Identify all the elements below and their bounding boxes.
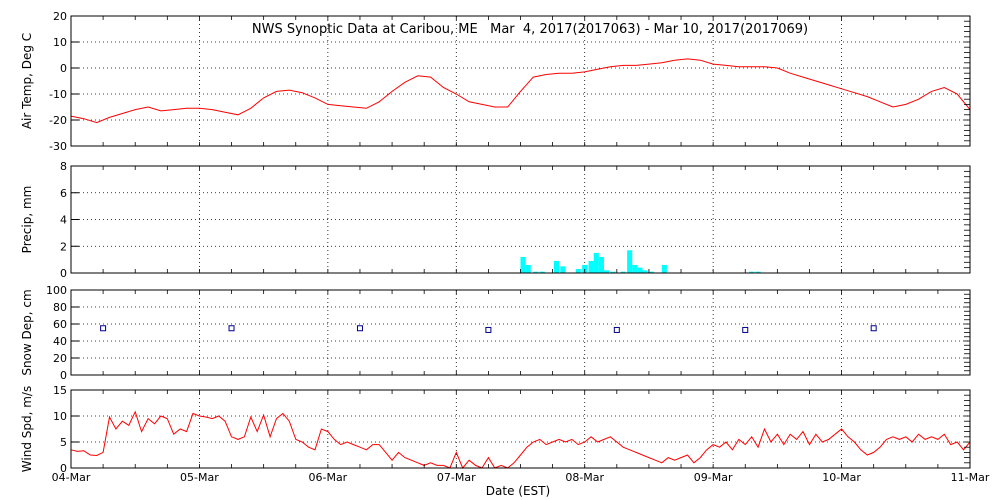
snow_depth-y-tick-label: 80 — [53, 301, 67, 314]
grid-layer — [71, 16, 970, 468]
precip-y-tick-label: 4 — [60, 214, 67, 227]
precip-y-tick-label: 0 — [60, 267, 67, 280]
precip-bar — [533, 271, 539, 273]
precip-bar — [610, 271, 616, 273]
precip-y-tick-label: 6 — [60, 187, 67, 200]
air_temp-series-line — [70, 58, 971, 124]
snow_depth-axes-frame — [70, 289, 971, 376]
air_temp-y-tick-label: -20 — [49, 114, 67, 127]
x-tick-label: 05-Mar — [180, 471, 219, 484]
snow_depth-y-tick-label: 100 — [46, 284, 67, 297]
x-tick-label: 06-Mar — [308, 471, 347, 484]
snow-depth-point — [613, 326, 620, 333]
air_temp-y-tick-label: 10 — [53, 36, 67, 49]
snow-depth-point — [742, 326, 749, 333]
wind_speed-axes-frame — [70, 389, 971, 469]
precip-bar — [603, 270, 610, 273]
precip-bar — [637, 267, 643, 273]
precip-bar — [749, 271, 755, 273]
precip-bar — [520, 256, 526, 273]
air_temp-y-tick-label: 0 — [60, 62, 67, 75]
precip-bar — [575, 268, 581, 273]
axes-layer — [70, 15, 971, 469]
ticks-layer — [70, 15, 971, 469]
precip-bar — [648, 271, 655, 273]
labels-layer: -30 -20 -10 0 10 20 Air Temp, Deg C 0 2 4 6 8 Precip… — [20, 10, 990, 484]
wind_speed-y-tick-label: 10 — [53, 410, 67, 423]
precip-bar — [661, 264, 667, 273]
snow_depth-y-tick-label: 40 — [53, 335, 67, 348]
snow_depth-y-axis-title: Snow Dep, cm — [20, 289, 34, 375]
precip-bar — [627, 250, 633, 273]
precip-bar — [593, 252, 599, 273]
precip-bar — [525, 264, 531, 273]
precip-y-tick-label: 8 — [60, 160, 67, 173]
precip-bar — [755, 271, 761, 273]
snow-depth-point — [100, 325, 107, 332]
air_temp-y-tick-label: -10 — [49, 88, 67, 101]
air_temp-y-tick-label: 20 — [53, 10, 67, 23]
precip-bar — [582, 264, 588, 273]
wind_speed-y-axis-title: Wind Spd, m/s — [20, 386, 34, 472]
precip-bar — [642, 270, 648, 273]
precip-bar — [560, 266, 566, 273]
snow-depth-point — [356, 325, 363, 332]
precip-bar — [620, 271, 626, 273]
snow_depth-y-tick-label: 60 — [53, 318, 67, 331]
snow-depth-point — [228, 325, 235, 332]
x-tick-label: 07-Mar — [437, 471, 476, 484]
wind_speed-y-tick-label: 0 — [60, 462, 67, 475]
air_temp-y-tick-label: -30 — [49, 140, 67, 153]
x-axis-title: Date (EST) — [486, 484, 550, 498]
precip-y-tick-label: 2 — [60, 240, 67, 253]
x-tick-label: 09-Mar — [694, 471, 733, 484]
data-layer — [70, 58, 971, 469]
x-tick-label: 04-Mar — [52, 471, 91, 484]
snow-depth-point — [485, 326, 492, 333]
precip-bar — [598, 256, 604, 273]
x-tick-label: 11-Mar — [951, 471, 990, 484]
wind_speed-y-tick-label: 15 — [53, 384, 67, 397]
precip-y-axis-title: Precip, mm — [20, 186, 34, 254]
precip-bar — [553, 260, 560, 273]
precip-bar — [632, 264, 638, 273]
snow_depth-y-tick-label: 0 — [60, 369, 67, 382]
snow-depth-point — [870, 325, 877, 332]
precip-bar — [588, 260, 594, 273]
snow_depth-y-tick-label: 20 — [53, 352, 67, 365]
x-tick-label: 08-Mar — [565, 471, 604, 484]
wind_speed-series-line — [70, 410, 971, 469]
chart-title: NWS Synoptic Data at Caribou, ME Mar 4, … — [252, 22, 808, 37]
precip-bar — [539, 271, 545, 273]
air_temp-y-axis-title: Air Temp, Deg C — [20, 33, 34, 129]
wind_speed-y-tick-label: 5 — [60, 436, 67, 449]
x-tick-label: 10-Mar — [822, 471, 861, 484]
